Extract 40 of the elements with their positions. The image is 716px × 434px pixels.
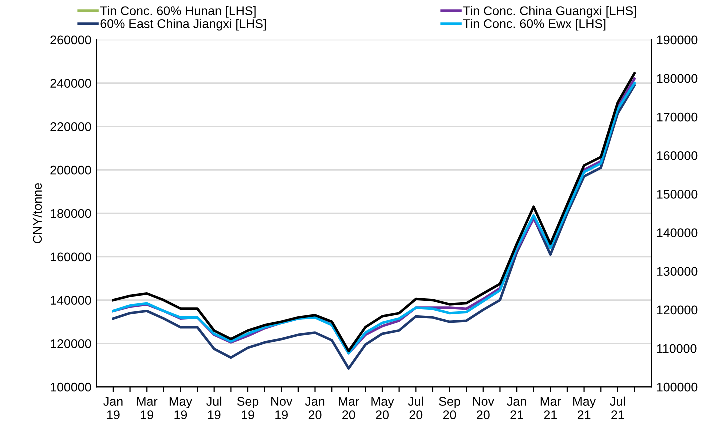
legend-label: Tin Conc. 60% Ewx [LHS] [463, 19, 606, 31]
y2-tick-label: 190000 [657, 36, 698, 45]
y2-tick-label: 160000 [657, 151, 698, 160]
y2-tick-label: 130000 [657, 267, 698, 276]
y-tick-label: 260000 [50, 36, 92, 45]
x-tick-label: Jan 21 [507, 397, 526, 420]
x-tick-label: Mar 20 [339, 397, 360, 420]
legend-label: Tin Conc. 60% Hunan [LHS] [100, 6, 256, 18]
x-tick-label: Mar 19 [137, 397, 158, 420]
x-tick-label: Nov 20 [473, 397, 494, 420]
y2-tick-label: 100000 [657, 382, 698, 392]
x-tick-label: May 21 [574, 397, 596, 420]
y2-tick-label: 140000 [657, 228, 698, 238]
y-tick-label: 220000 [50, 122, 92, 132]
x-tick-label: Jul 19 [206, 396, 222, 420]
y-tick-label: 180000 [51, 209, 92, 218]
y2-tick-label: 120000 [657, 306, 698, 315]
y-axis-title: CNY/tonne [32, 184, 42, 244]
x-tick-label: Jul 20 [408, 396, 424, 420]
x-tick-label: Sep 20 [439, 397, 460, 420]
y2-tick-label: 150000 [657, 190, 698, 199]
y2-tick-label: 180000 [657, 74, 698, 84]
legend-label: Tin Conc. China Guangxi [LHS] [463, 6, 636, 18]
x-tick-label: Nov 19 [272, 397, 293, 420]
x-tick-label: Mar 21 [540, 397, 562, 420]
x-tick-label: Jan 19 [104, 397, 123, 420]
y-tick-label: 100000 [51, 382, 92, 392]
x-tick-label: Sep 19 [237, 397, 259, 420]
x-tick-label: Jul 21 [610, 396, 626, 420]
y2-tick-label: 110000 [657, 344, 697, 354]
y-tick-label: 160000 [51, 252, 92, 262]
x-tick-label: May 19 [170, 397, 193, 420]
y-tick-label: 140000 [51, 296, 92, 305]
x-tick-label: May 20 [372, 397, 394, 420]
legend-label: 60% East China Jiangxi [LHS] [100, 19, 266, 31]
y2-tick-label: 170000 [657, 112, 698, 122]
y-tick-label: 120000 [51, 340, 92, 348]
y-tick-label: 240000 [50, 79, 92, 88]
x-tick-label: Jan 20 [305, 397, 325, 420]
y-tick-label: 200000 [50, 166, 92, 175]
